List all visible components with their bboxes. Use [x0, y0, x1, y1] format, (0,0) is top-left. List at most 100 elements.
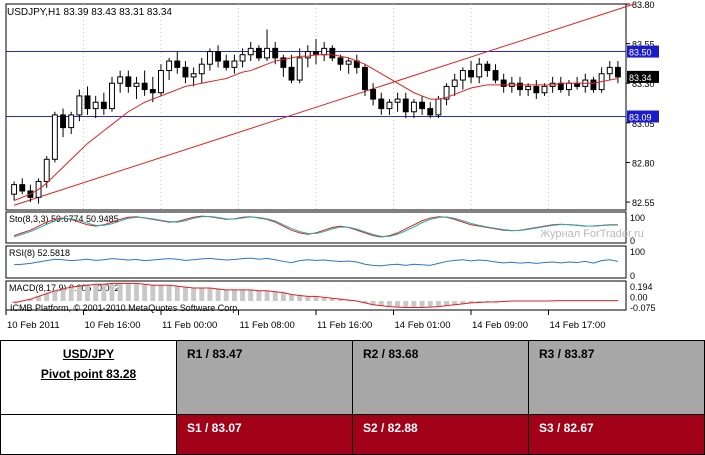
- indicator-scale-label: 0.194: [630, 282, 653, 292]
- candle-body: [141, 82, 148, 91]
- candle-body: [166, 60, 173, 72]
- candle-body: [443, 85, 450, 100]
- x-tick-label: 14 Feb 01:00: [395, 320, 451, 331]
- candle-body: [11, 184, 18, 195]
- candle-body: [117, 76, 124, 84]
- indicator-line: [14, 257, 619, 267]
- candle-body: [541, 85, 548, 94]
- candle-body: [288, 66, 295, 81]
- candle-body: [606, 66, 613, 75]
- main-pane: 83.80 83.55 83.30 83.05 82.80 82.55 83.50 83.09…: [5, 0, 659, 211]
- pivot-levels-table: USD/JPY Pivot point 83.28 R1 / 83.47 R2 …: [0, 340, 705, 455]
- candle-body: [100, 101, 107, 110]
- candle-body: [60, 114, 66, 129]
- moving-average-line: [13, 54, 619, 201]
- candle-body: [427, 108, 434, 116]
- x-tick-label: 10 Feb 2011: [7, 320, 60, 331]
- candle-body: [149, 89, 156, 94]
- y-tick-label: 83.55: [632, 40, 655, 50]
- indicator-scale-label: -0.075: [630, 303, 656, 313]
- candle-body: [378, 98, 385, 110]
- chart-title: USDJPY,H1 83.39 83.43 83.31 83.34: [7, 7, 172, 18]
- x-tick-label: 11 Feb 00:00: [162, 320, 217, 331]
- candle-body: [337, 57, 344, 65]
- candle-body: [394, 98, 401, 103]
- candle-body: [255, 47, 262, 59]
- candle-body: [84, 95, 91, 110]
- x-tick-label: 11 Feb 16:00: [317, 320, 372, 331]
- s2-cell: S2 / 82.88: [352, 414, 529, 455]
- indicator-scale-label: 100: [630, 247, 645, 257]
- candle-body: [533, 85, 540, 94]
- candle-body: [419, 101, 426, 110]
- candle-body: [321, 47, 328, 56]
- candle-body: [304, 51, 311, 59]
- candle-body: [362, 66, 368, 91]
- indicator-line: [13, 282, 618, 309]
- candle-body: [517, 82, 523, 91]
- candle-body: [51, 114, 58, 160]
- candle-body: [43, 158, 50, 182]
- level-tag-label: 83.09: [629, 113, 652, 123]
- candle-body: [476, 63, 483, 78]
- r2-cell: R2 / 83.68: [352, 340, 529, 415]
- candle-body: [174, 60, 181, 68]
- candle-body: [451, 79, 458, 87]
- watermark-text: Журнал ForTrader.ru: [540, 228, 644, 240]
- pivot-label: Pivot point 83.28: [40, 367, 137, 381]
- y-tick-label: 83.05: [632, 119, 655, 129]
- candle-body: [500, 79, 507, 87]
- candle-body: [109, 82, 115, 110]
- candle-body: [345, 60, 352, 65]
- resistance-row: USD/JPY Pivot point 83.28 R1 / 83.47 R2 …: [0, 340, 705, 415]
- candle-body: [435, 98, 442, 116]
- candle-body: [329, 47, 336, 59]
- candle-body: [247, 47, 254, 56]
- indicator-signal-line: [13, 215, 618, 238]
- indicator-scale-label: 0.00: [630, 293, 648, 303]
- candle-body: [158, 70, 164, 94]
- candle-body: [92, 101, 99, 110]
- candle-body: [492, 70, 499, 81]
- indicator-pane-frame: [5, 211, 627, 244]
- candle-body: [557, 82, 564, 91]
- x-tick-label: 14 Feb 09:00: [472, 320, 528, 331]
- candle-body: [402, 98, 409, 113]
- price-chart: 83.80 83.55 83.30 83.05 82.80 82.55 83.50 83.09…: [5, 0, 659, 331]
- candle-body: [125, 76, 132, 87]
- candle-body: [206, 51, 213, 65]
- candle-body: [239, 54, 246, 62]
- candle-body: [296, 57, 303, 81]
- x-tick-label: 10 Feb 16:00: [85, 320, 141, 331]
- current-price-tag: [627, 70, 659, 83]
- pair-label: USD/JPY: [62, 347, 115, 361]
- indicator-label: MACD(8,17,9) 0.005 -0.002: [9, 283, 120, 293]
- current-price-label: 83.34: [629, 73, 652, 83]
- indicator-label: RSI(8) 52.5818: [9, 248, 70, 258]
- candle-body: [525, 85, 532, 91]
- level-tag: [627, 45, 659, 58]
- candle-body: [410, 101, 417, 113]
- candle-body: [19, 184, 26, 192]
- candle-body: [280, 57, 287, 68]
- y-tick-label: 83.80: [632, 0, 655, 10]
- empty-cell: [0, 414, 177, 455]
- candle-body: [264, 47, 270, 59]
- indicator-scale-label: 100: [630, 213, 645, 223]
- candle-body: [468, 70, 474, 78]
- candle-body: [182, 66, 189, 78]
- indicator-scale-label: 0: [630, 236, 635, 246]
- r1-cell: R1 / 83.47: [176, 340, 353, 415]
- x-tick-label: 14 Feb 17:00: [550, 320, 606, 331]
- candle-body: [215, 51, 222, 62]
- platform-credit-text: ICMB Platform, © 2001-2010 MetaQuotes So…: [10, 303, 240, 313]
- candle-body: [76, 95, 83, 116]
- y-tick-label: 83.30: [632, 79, 655, 89]
- x-tick-label: 11 Feb 08:00: [240, 320, 295, 331]
- candle-body: [223, 60, 230, 68]
- s1-cell: S1 / 83.07: [176, 414, 353, 455]
- candle-body: [614, 66, 621, 78]
- level-tag-label: 83.50: [629, 48, 652, 58]
- level-tag: [627, 110, 659, 123]
- candle-body: [190, 73, 197, 78]
